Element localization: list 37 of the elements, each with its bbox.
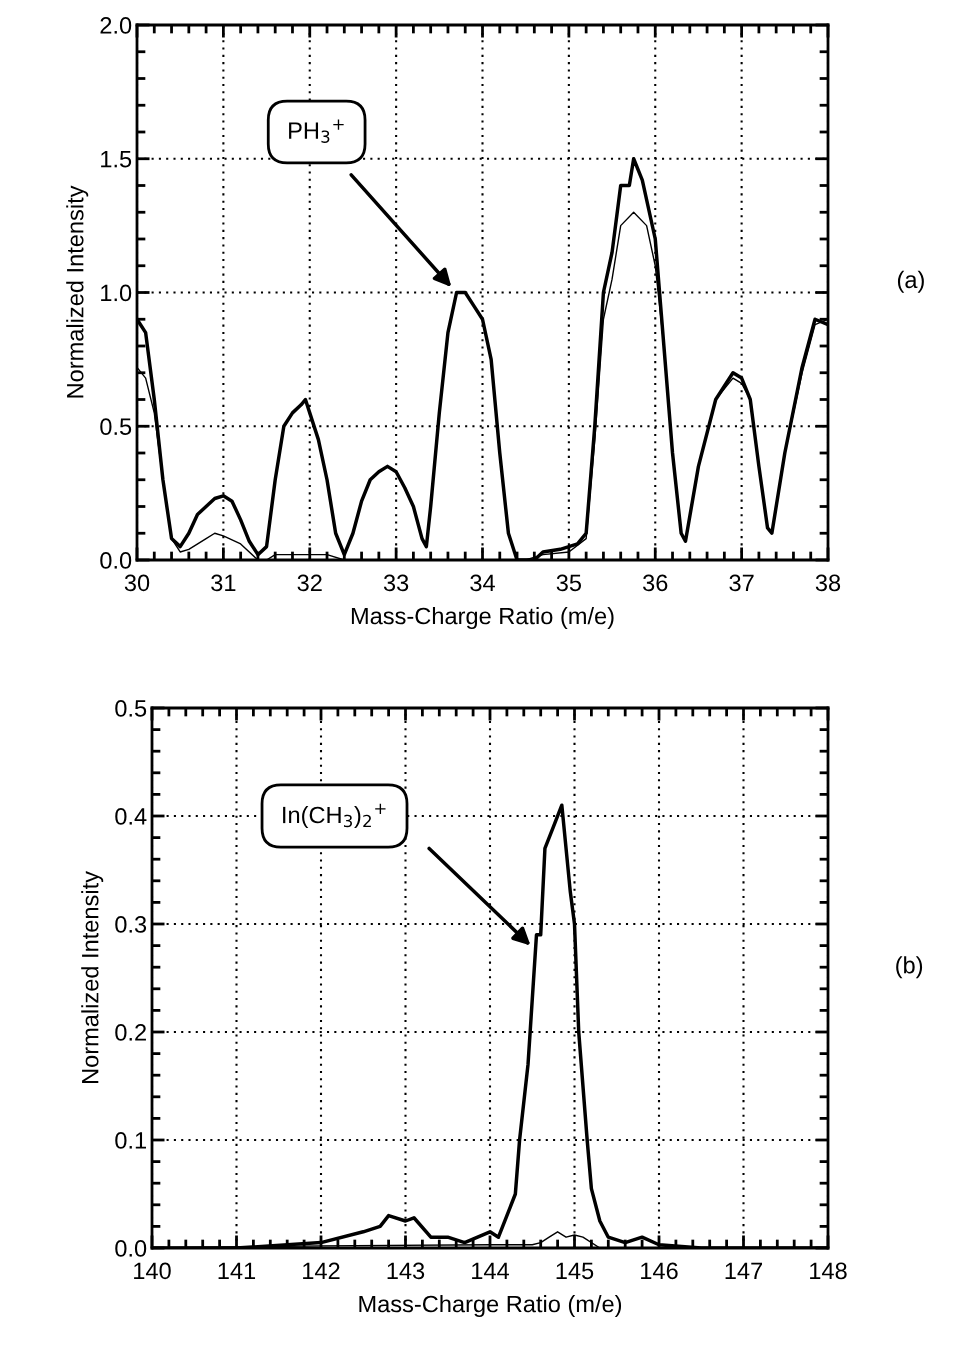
x-tick-label: 32 xyxy=(297,574,322,592)
x-tick-label: 34 xyxy=(470,574,495,592)
y-tick-label: 0.0 xyxy=(100,552,132,569)
x-tick-label: 36 xyxy=(643,574,668,592)
y-tick-label: 2.0 xyxy=(100,17,132,34)
x-tick-label: 146 xyxy=(641,1262,678,1280)
y-tick-label: 1.5 xyxy=(101,151,132,168)
x-tick-label: 141 xyxy=(218,1262,256,1279)
x-tick-label: 38 xyxy=(815,574,841,592)
annotation: In(CH$_{3}$)$_{2}$$^{+}$ xyxy=(283,803,386,829)
x-axis-title: Mass-Charge Ratio (m/e) xyxy=(351,607,614,630)
x-tick-label: 35 xyxy=(556,574,582,592)
y-tick-label: 0.0 xyxy=(115,1240,147,1257)
y-tick-label: 0.2 xyxy=(115,1024,146,1041)
x-tick-label: 142 xyxy=(303,1262,340,1279)
text: (a) xyxy=(897,270,924,293)
y-tick-label: 1.0 xyxy=(101,284,132,302)
x-tick-label: 140 xyxy=(134,1262,171,1280)
y-axis-title: Normalized Intensity xyxy=(81,871,104,1083)
x-axis-title: Mass-Charge Ratio (m/e) xyxy=(359,1295,622,1318)
y-tick-label: 0.3 xyxy=(115,916,147,933)
x-tick-label: 148 xyxy=(810,1262,847,1280)
y-axis-title: Normalized Intensity xyxy=(66,185,89,398)
y-tick-label: 0.5 xyxy=(115,700,147,717)
y-tick-label: 0.1 xyxy=(115,1132,146,1149)
x-tick-label: 37 xyxy=(729,574,754,592)
x-tick-label: 31 xyxy=(211,574,236,592)
x-tick-label: 143 xyxy=(387,1262,425,1280)
text: (b) xyxy=(896,956,923,979)
x-tick-label: 145 xyxy=(556,1262,594,1280)
x-tick-label: 147 xyxy=(725,1262,763,1279)
x-tick-label: 144 xyxy=(472,1262,510,1279)
x-tick-label: 33 xyxy=(383,574,409,592)
x-tick-label: 30 xyxy=(124,574,150,592)
y-tick-label: 0.5 xyxy=(100,418,132,436)
y-tick-label: 0.4 xyxy=(115,808,147,825)
annotation: PH$_{3}$$^{+}$ xyxy=(289,119,344,143)
